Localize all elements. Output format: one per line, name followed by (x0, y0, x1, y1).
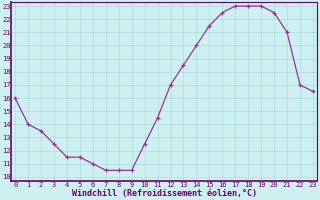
X-axis label: Windchill (Refroidissement éolien,°C): Windchill (Refroidissement éolien,°C) (72, 189, 257, 198)
